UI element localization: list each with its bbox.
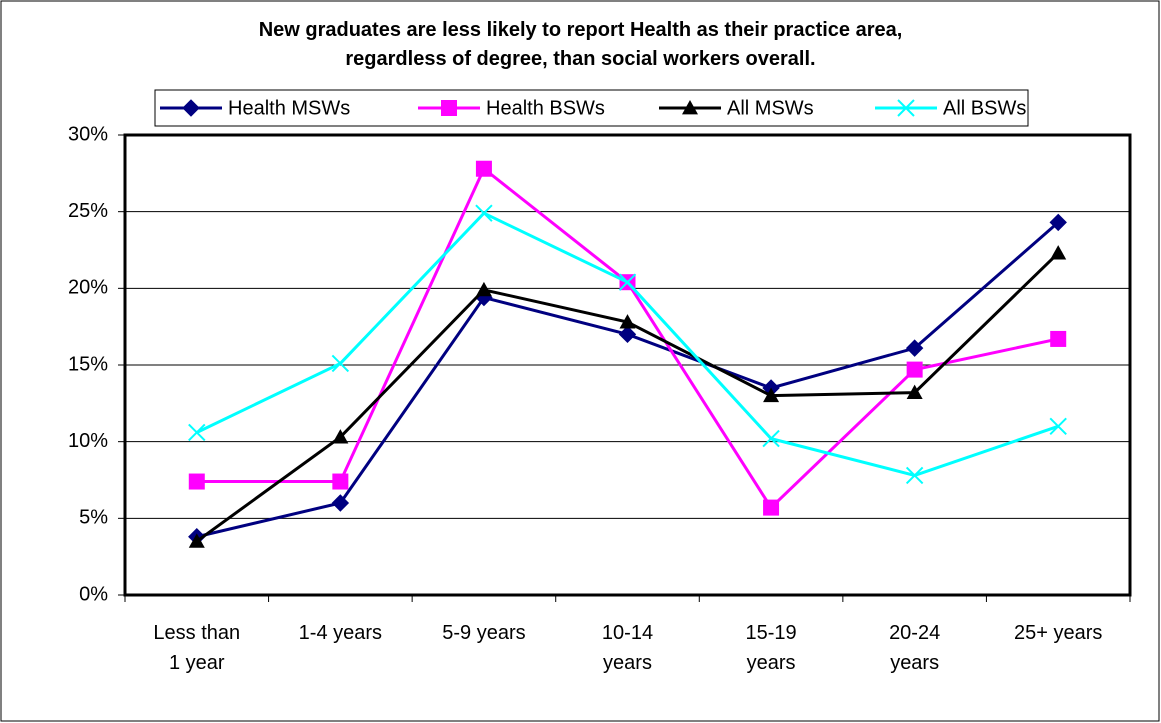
y-tick-label: 20% — [68, 277, 108, 299]
marker — [188, 423, 206, 442]
marker — [762, 429, 780, 448]
x-tick-label: 20-24 years — [889, 622, 941, 674]
y-tick-label: 0% — [79, 583, 108, 605]
marker — [332, 429, 349, 444]
marker — [763, 499, 780, 516]
marker — [897, 99, 915, 117]
y-tick-label: 10% — [68, 430, 108, 452]
y-tick-label: 5% — [79, 507, 108, 529]
marker — [475, 281, 492, 297]
x-tick-label: 15-19 years — [745, 622, 797, 674]
marker — [475, 204, 493, 222]
marker — [618, 273, 637, 291]
y-tick-label: 15% — [68, 353, 108, 375]
chart-title: New graduates are less likely to report … — [258, 19, 903, 70]
marker — [905, 339, 924, 357]
marker — [1049, 213, 1067, 232]
marker — [1050, 330, 1067, 347]
y-tick-label: 25% — [68, 200, 108, 222]
marker — [188, 473, 205, 490]
marker — [331, 494, 350, 512]
legend-label: All BSWs — [943, 97, 1026, 119]
marker — [906, 361, 923, 378]
marker — [475, 160, 492, 177]
marker — [441, 100, 457, 116]
marker — [682, 100, 698, 115]
marker — [618, 325, 637, 344]
marker — [763, 387, 780, 403]
y-tick-label: 30% — [68, 123, 108, 145]
legend-label: Health BSWs — [486, 97, 605, 119]
x-tick-label: 5-9 years — [442, 622, 526, 644]
plot-border — [123, 133, 1132, 597]
marker — [332, 473, 349, 490]
marker — [619, 314, 636, 329]
x-tick-label: 10-14 years — [601, 622, 654, 674]
x-tick-label: 1-4 years — [298, 622, 383, 644]
legend-label: Health MSWs — [228, 97, 350, 119]
x-tick-label: Less than 1 year — [153, 622, 241, 674]
marker — [331, 354, 350, 373]
marker — [906, 384, 923, 399]
marker — [905, 466, 924, 485]
marker — [1049, 417, 1067, 436]
marker — [1050, 245, 1067, 260]
marker — [182, 99, 200, 117]
x-tick-label: 25+ years — [1014, 622, 1103, 644]
marker — [188, 533, 205, 548]
legend-label: All MSWs — [727, 97, 814, 119]
